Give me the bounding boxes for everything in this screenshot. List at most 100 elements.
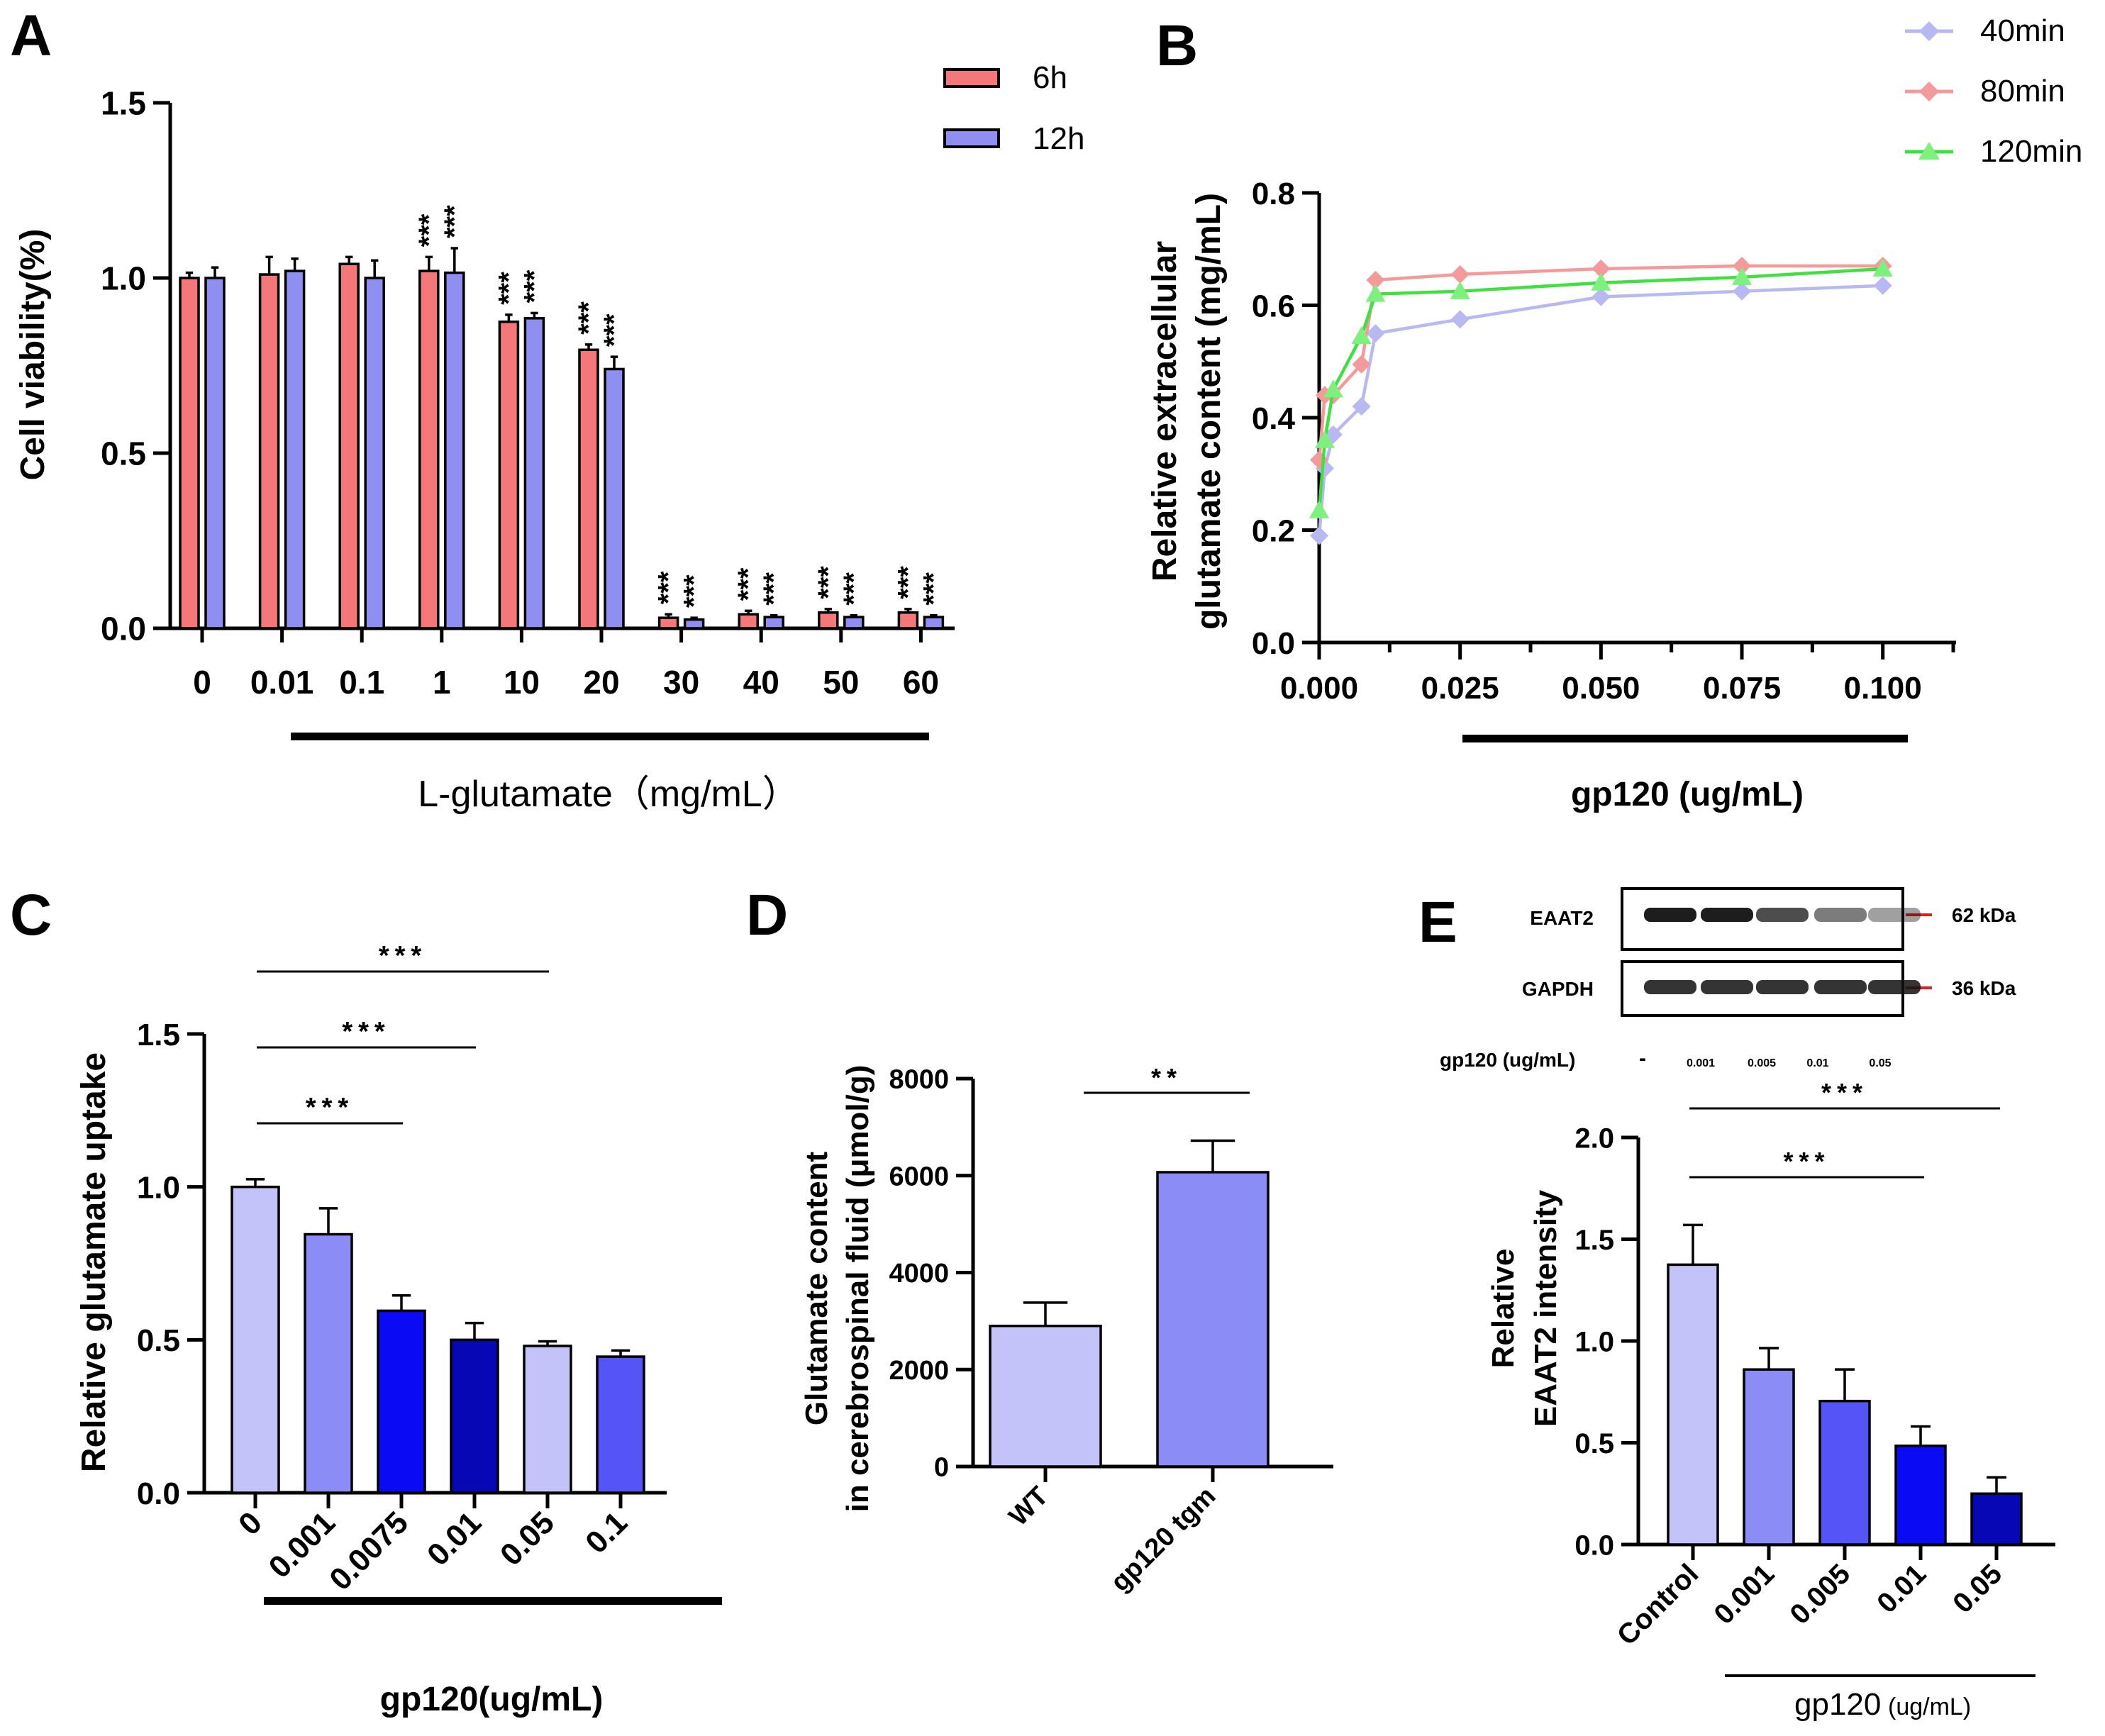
panel-a-bar-12h-4 bbox=[523, 317, 545, 630]
panel-a-bar-6h-7 bbox=[738, 613, 759, 630]
blot-eaat2-band-2 bbox=[1756, 908, 1809, 922]
panel-a-bar-6h-3 bbox=[418, 269, 440, 630]
panel-d-y-tick-label-2: 4000 bbox=[889, 1259, 949, 1289]
blot-treatment-label: gp120 (ug/mL) bbox=[1440, 1049, 1575, 1071]
panel-e-x-tick-label-1: 0.001 bbox=[1708, 1558, 1780, 1630]
panel-e-significance-label-0: *** bbox=[1821, 1078, 1868, 1107]
panel-c-y-tick-label-3: 1.5 bbox=[137, 1018, 180, 1052]
panel-b-legend-label-120min: 120min bbox=[1980, 134, 2082, 169]
blot-lane-label-4: 0.05 bbox=[1869, 1057, 1891, 1069]
panel-b-point-40min-3 bbox=[1352, 397, 1371, 416]
panel-a-bar-12h-9 bbox=[923, 616, 945, 630]
panel-a-significance-4-0: *** bbox=[493, 272, 524, 305]
panel-a-bar-6h-4 bbox=[498, 321, 520, 630]
panel-a-bar-12h-1 bbox=[284, 269, 306, 630]
panel-b-point-80min-6 bbox=[1592, 259, 1611, 278]
blot-lane-label-2: 0.005 bbox=[1748, 1057, 1776, 1069]
panel-b-point-40min-5 bbox=[1450, 310, 1470, 329]
panel-d-y-tick-label-3: 6000 bbox=[889, 1162, 949, 1191]
panel-a-bar-12h-0 bbox=[204, 277, 226, 630]
panel-a-significance-6-0: *** bbox=[653, 571, 684, 604]
blot-lane-label-0: - bbox=[1639, 1047, 1646, 1070]
panel-c-bar-0 bbox=[231, 1185, 280, 1494]
panel-a-y-tick-label-0: 0.0 bbox=[101, 611, 146, 647]
panel-e-bar-0 bbox=[1667, 1263, 1719, 1546]
panel-b-point-40min-7 bbox=[1733, 282, 1752, 301]
panel-c-y-tick-label-2: 1.0 bbox=[137, 1171, 180, 1206]
panel-c-x-axis-title: gp120(ug/mL) bbox=[380, 1681, 604, 1718]
panel-a-significance-7-0: *** bbox=[733, 567, 764, 601]
panel-c-significance-label-1: *** bbox=[342, 1017, 390, 1047]
panel-c-bar-4 bbox=[523, 1345, 572, 1494]
blot-kda-label-36: 36 kDa bbox=[1952, 977, 2016, 999]
panel-a-x-tick-label-4: 10 bbox=[504, 664, 540, 701]
blot-lane-label-1: 0.001 bbox=[1687, 1057, 1715, 1069]
panel-e-y-axis-title-line2: EAAT2 intensity bbox=[1528, 1189, 1563, 1427]
panel-a-x-tick-label-9: 60 bbox=[903, 664, 939, 701]
panel-e-x-tick-label-3: 0.01 bbox=[1871, 1558, 1932, 1619]
panel-b-point-80min-3 bbox=[1352, 355, 1371, 374]
panel-c-y-tick-label-0: 0.0 bbox=[137, 1476, 180, 1511]
panel-b-y-axis-title-line1: Relative extracellular bbox=[1146, 241, 1184, 582]
panel-b-line-40min bbox=[1317, 284, 1883, 536]
panel-a-bar-12h-3 bbox=[444, 271, 465, 630]
panel-b-y-tick-label-4: 0.8 bbox=[1252, 177, 1295, 211]
panel-d-bar-1 bbox=[1156, 1171, 1270, 1468]
blot-row-label-gapdh: GAPDH bbox=[1522, 978, 1594, 1000]
panel-d-bar-0 bbox=[989, 1324, 1102, 1468]
panel-a-x-tick-label-0: 0 bbox=[193, 664, 211, 701]
panel-b-point-120min-0 bbox=[1309, 500, 1329, 518]
blot-kda-label-62: 62 kDa bbox=[1952, 904, 2016, 926]
panel-a-significance-3-1: *** bbox=[439, 205, 470, 238]
panel-a-significance-5-1: *** bbox=[599, 313, 630, 347]
panel-b-x-tick-label-3: 0.075 bbox=[1703, 671, 1781, 706]
panel-a-bar-12h-5 bbox=[604, 367, 625, 630]
panel-e-bar-2 bbox=[1818, 1399, 1871, 1546]
panel-b-point-120min-8 bbox=[1872, 258, 1893, 277]
panel-e-x-axis-title: gp120 bbox=[1794, 1687, 1881, 1722]
panel-b-point-40min-6 bbox=[1592, 287, 1611, 306]
panel-d-x-tick-label-1: gp120 tgm bbox=[1105, 1481, 1221, 1598]
panel-b-point-40min-0 bbox=[1310, 526, 1328, 545]
panel-e-x-tick-label-0: Control bbox=[1611, 1558, 1705, 1652]
panel-c-bar-2 bbox=[377, 1309, 426, 1494]
panel-a-x-axis-title: L-glutamate（mg/mL） bbox=[418, 774, 799, 815]
panel-a-bar-6h-5 bbox=[578, 348, 599, 630]
panel-label-a: A bbox=[10, 4, 52, 68]
panel-a-legend-swatch-12h bbox=[943, 128, 1000, 148]
panel-b-point-120min-5 bbox=[1450, 281, 1470, 299]
panel-e-y-axis-title-line1: Relative bbox=[1486, 1249, 1521, 1369]
panel-a-bar-12h-2 bbox=[364, 277, 385, 630]
panel-b-point-80min-4 bbox=[1366, 270, 1385, 289]
panel-a-bar-6h-8 bbox=[818, 611, 839, 630]
blot-lane-label-3: 0.01 bbox=[1806, 1057, 1828, 1069]
panel-b-point-80min-5 bbox=[1450, 265, 1470, 284]
blot-row-label-eaat2: EAAT2 bbox=[1530, 907, 1594, 929]
panel-a-significance-8-0: *** bbox=[813, 566, 844, 599]
panel-e-significance-label-1: *** bbox=[1783, 1147, 1830, 1176]
panel-e-x-axis-unit: (ug/mL) bbox=[1888, 1693, 1971, 1720]
blot-eaat2-band-1 bbox=[1701, 908, 1753, 922]
panel-b-x-tick-label-0: 0.000 bbox=[1280, 671, 1358, 706]
panel-c-bar-3 bbox=[450, 1338, 499, 1494]
panel-a-bar-6h-1 bbox=[258, 273, 280, 630]
blot-gapdh-band-2 bbox=[1756, 980, 1809, 994]
panel-b-point-120min-3 bbox=[1351, 326, 1372, 345]
blot-gapdh-band-4 bbox=[1868, 980, 1921, 994]
blot-eaat2-band-4 bbox=[1868, 908, 1921, 922]
panel-a-significance-6-1: *** bbox=[679, 574, 710, 608]
panel-a-significance-9-1: *** bbox=[918, 572, 949, 606]
blot-gapdh-band-0 bbox=[1644, 980, 1696, 994]
panel-b-bracket-bar bbox=[1462, 735, 1908, 742]
panel-a-bar-12h-7 bbox=[763, 616, 784, 630]
panel-a-bar-12h-8 bbox=[843, 616, 865, 630]
panel-e-x-tick-label-4: 0.05 bbox=[1947, 1558, 2008, 1619]
panel-a-x-tick-label-2: 0.1 bbox=[339, 664, 384, 701]
panel-c-x-tick-label-5: 0.1 bbox=[579, 1505, 634, 1560]
panel-a-y-tick-label-2: 1.0 bbox=[101, 260, 146, 297]
panel-a-significance-4-1: *** bbox=[518, 269, 550, 303]
panel-a-x-tick-label-7: 40 bbox=[743, 664, 779, 701]
panel-a-legend-label-6h: 6h bbox=[1033, 60, 1067, 95]
panel-a-bar-12h-6 bbox=[683, 618, 705, 630]
panel-d-y-tick-label-0: 0 bbox=[934, 1453, 949, 1483]
